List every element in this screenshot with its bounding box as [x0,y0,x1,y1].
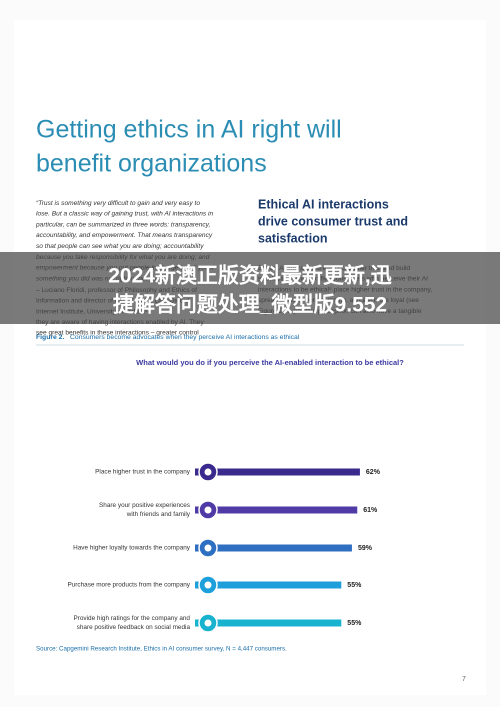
banner-line: 捷解答问题处理_微型版9.552 [113,293,387,317]
category-label: Provide high ratings for the company and [73,615,190,622]
bar [195,619,342,627]
bar [195,544,352,552]
quote-line: so that people can see what you are doin… [36,243,204,250]
source: Source: Capgemini Research Institute, Et… [36,646,287,653]
quote-line: accountability, and empowerment. That me… [36,232,213,239]
category-label: Purchase more products from the company [67,582,190,589]
value-label: 55% [347,582,362,589]
category-label: Place higher trust in the company [95,469,191,476]
value-label: 55% [347,620,362,627]
page-number: 7 [462,676,466,683]
section-heading-line: satisfaction [258,231,327,245]
section-heading-line: Ethical AI interactions [258,197,389,211]
bar [195,468,360,476]
value-label: 62% [366,469,381,476]
bar-icon-glyph [204,619,212,627]
value-label: 59% [358,545,373,552]
bar [195,581,342,589]
bar-icon-glyph [204,506,212,514]
category-label: with friends and family [126,511,191,518]
category-label: Have higher loyalty towards the company [73,545,191,552]
title-line: benefit organizations [36,150,267,178]
bar-icon-glyph [204,468,212,476]
bar [195,506,358,514]
section-heading-line: drive consumer trust and [258,214,408,228]
category-label: share positive feedback on social media [77,624,191,631]
banner-line: 2024新澳正版资料最新更新,迅 [108,264,392,288]
value-label: 61% [363,507,378,514]
quote-line: particular, can be summarized in three w… [35,221,210,228]
quote-line: “Trust is something very difficult to ga… [36,200,200,207]
bar-icon-glyph [204,581,212,589]
figure-caption: Consumers become advocates when they per… [70,334,300,341]
figure-label: Figure 2. [36,334,64,341]
chart-title: What would you do if you perceive the AI… [136,358,404,367]
body-line: see great benefits in these interactions… [36,330,199,337]
banner [0,252,500,324]
category-label: Share your positive experiences [99,502,190,509]
quote-line: lose. But a classic way of gaining trust… [36,211,213,218]
bar-icon-glyph [204,544,212,552]
title-line: Getting ethics in AI right will [36,116,342,144]
